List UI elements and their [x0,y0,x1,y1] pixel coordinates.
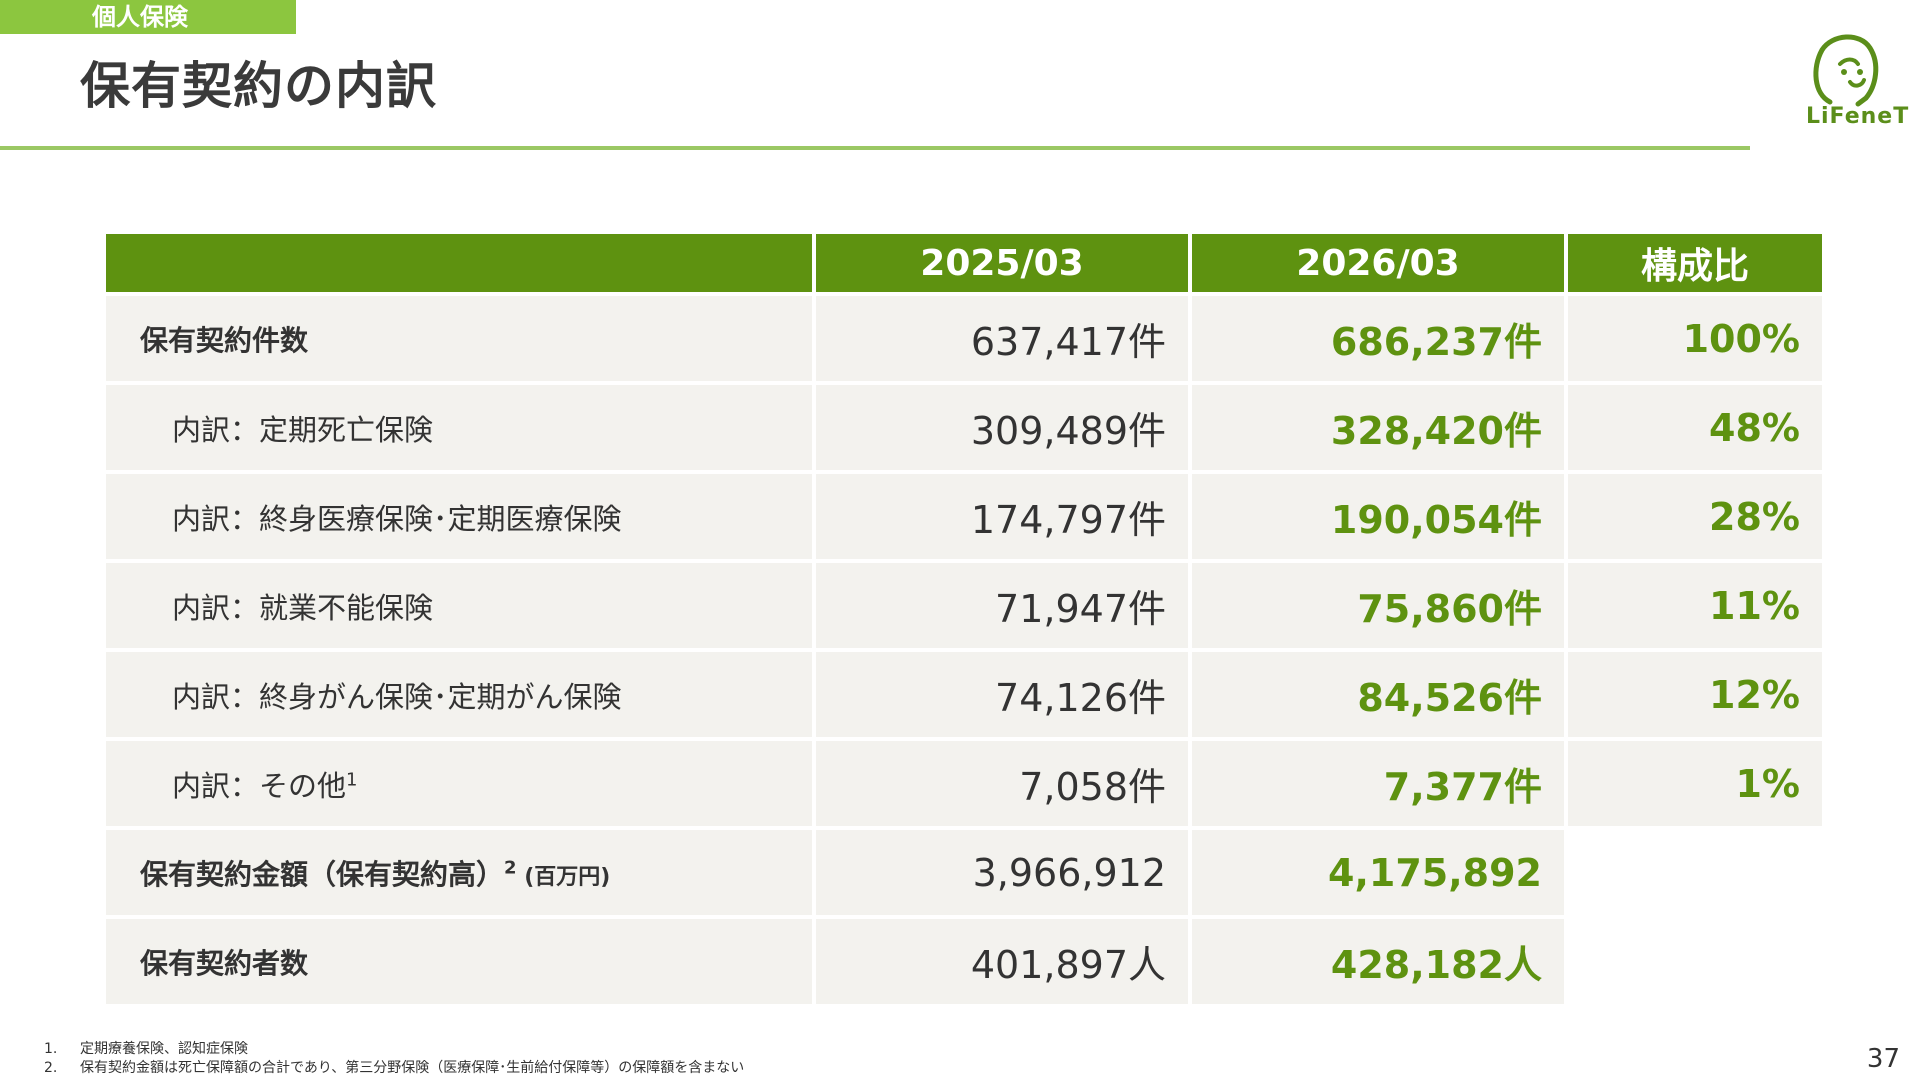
row-label: 内訳：その他1 [106,741,812,826]
value-2026-03: 428,182人 [1192,919,1564,1004]
value-composition-ratio: 11% [1568,563,1822,648]
value-2026-03: 686,237件 [1192,296,1564,381]
value-2026-03: 4,175,892 [1192,830,1564,915]
title-divider [0,146,1750,150]
row-label: 内訳：終身がん保険･定期がん保険 [106,652,812,737]
lifenet-logo-icon [1813,34,1879,107]
value-2025-03: 637,417件 [816,296,1188,381]
row-label-text: 内訳：定期死亡保険 [172,412,434,447]
value-composition-ratio: 28% [1568,474,1822,559]
value-2026-03: 190,054件 [1192,474,1564,559]
row-label: 保有契約者数 [106,919,812,1004]
value-2026-03: 84,526件 [1192,652,1564,737]
unit-label: (百万円) [516,864,611,890]
row-label-text: 保有契約件数 [140,323,309,357]
table-row: 内訳：その他1 7,058件 7,377件 1% [106,741,1822,826]
holdings-table: 2025/03 2026/03 構成比 保有契約件数 637,417件 686,23… [102,230,1826,1008]
table-row: 内訳：終身医療保険･定期医療保険 174,797件 190,054件 28% [106,474,1822,559]
row-label-text: 内訳：就業不能保険 [172,590,434,625]
footnote-ref: 2 [504,857,517,879]
header-blank-cell [106,234,812,292]
value-2025-03: 71,947件 [816,563,1188,648]
row-label-text: 内訳：その他 [172,768,347,803]
footnote-2: 2. 保有契約金額は死亡保障額の合計であり、第三分野保険（医療保障･生前給付保障等… [44,1060,745,1076]
value-composition-ratio: 12% [1568,652,1822,737]
row-label: 内訳：終身医療保険･定期医療保険 [106,474,812,559]
row-label-text: 保有契約金額（保有契約高） [140,857,505,891]
row-label: 内訳：定期死亡保険 [106,385,812,470]
header-2025-03: 2025/03 [816,234,1188,292]
page-number: 37 [1866,1044,1900,1074]
value-composition-ratio: 48% [1568,385,1822,470]
value-2025-03: 7,058件 [816,741,1188,826]
footnotes: 1. 定期療養保険、認知症保険 2. 保有契約金額は死亡保障額の合計であり、第三分野… [44,1040,744,1078]
table-row: 保有契約者数 401,897人 428,182人 [106,919,1822,1004]
row-label-text: 内訳：終身がん保険･定期がん保険 [172,679,622,714]
value-composition-ratio [1568,830,1822,915]
footnote-1: 1. 定期療養保険、認知症保険 [44,1041,248,1057]
footnote-ref: 1 [346,768,358,790]
table-row: 内訳：就業不能保険 71,947件 75,860件 11% [106,563,1822,648]
row-label: 保有契約件数 [106,296,812,381]
value-2025-03: 174,797件 [816,474,1188,559]
table-row: 内訳：終身がん保険･定期がん保険 74,126件 84,526件 12% [106,652,1822,737]
value-2026-03: 328,420件 [1192,385,1564,470]
table-row: 保有契約件数 637,417件 686,237件 100% [106,296,1822,381]
row-label: 内訳：就業不能保険 [106,563,812,648]
header-composition-ratio: 構成比 [1568,234,1822,292]
value-2025-03: 3,966,912 [816,830,1188,915]
section-tag: 個人保険 [0,0,296,34]
table-header-row: 2025/03 2026/03 構成比 [106,234,1822,292]
header-2026-03: 2026/03 [1192,234,1564,292]
logo-wordmark: LiFeneT [1806,104,1910,129]
table-row: 保有契約金額（保有契約高）2 (百万円) 3,966,912 4,175,892 [106,830,1822,915]
value-composition-ratio [1568,919,1822,1004]
table-row: 内訳：定期死亡保険 309,489件 328,420件 48% [106,385,1822,470]
value-composition-ratio: 1% [1568,741,1822,826]
row-label-text: 内訳：終身医療保険･定期医療保険 [172,501,622,536]
page-title: 保有契約の内訳 [80,57,437,115]
row-label-text: 保有契約者数 [140,946,309,980]
value-2026-03: 7,377件 [1192,741,1564,826]
value-2025-03: 74,126件 [816,652,1188,737]
row-label: 保有契約金額（保有契約高）2 (百万円) [106,830,812,915]
value-2025-03: 401,897人 [816,919,1188,1004]
value-composition-ratio: 100% [1568,296,1822,381]
value-2026-03: 75,860件 [1192,563,1564,648]
value-2025-03: 309,489件 [816,385,1188,470]
